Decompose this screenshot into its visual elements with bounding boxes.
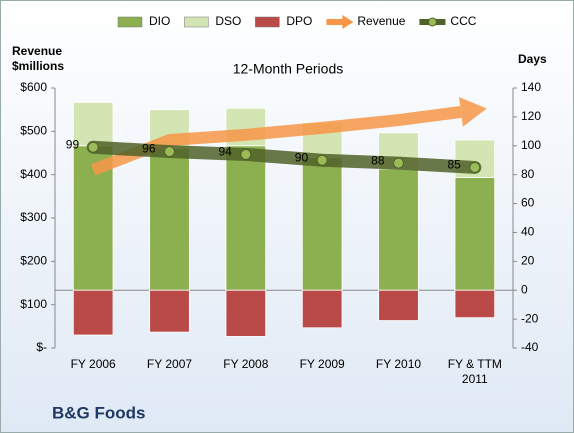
bar	[149, 289, 190, 333]
y2-tick-label: 140	[521, 80, 541, 94]
y-tick-label: $200	[20, 254, 47, 268]
legend-swatch	[255, 16, 280, 28]
x-tick-label: FY 2006	[70, 357, 116, 371]
data-label: 90	[295, 150, 309, 164]
legend-swatch	[342, 15, 354, 29]
ccc-marker	[87, 141, 99, 153]
bar	[72, 102, 114, 147]
bar	[378, 289, 419, 321]
revenue-arrowhead	[459, 97, 487, 127]
bar	[454, 289, 496, 319]
chart-title: 12-Month Periods	[233, 61, 344, 77]
bar	[72, 289, 114, 336]
y-axis-label: $millions	[12, 59, 64, 73]
legend-label: CCC	[450, 14, 476, 28]
ccc-marker	[164, 146, 175, 158]
y2-tick-label: 20	[521, 254, 535, 268]
data-label: 88	[371, 153, 385, 167]
x-tick-label: FY 2010	[375, 357, 422, 371]
x-tick-label: FY 2007	[146, 357, 193, 371]
y-axis-label: Revenue	[12, 44, 62, 58]
x-tick-label: FY 2009	[299, 357, 345, 371]
legend-swatch	[427, 17, 437, 27]
bar	[301, 289, 343, 329]
bar	[225, 289, 267, 337]
bar	[225, 145, 267, 291]
legend-swatch	[117, 16, 143, 28]
y-tick-label: $-	[36, 340, 47, 354]
y-tick-label: $100	[20, 297, 47, 311]
y2-tick-label: 80	[521, 167, 535, 181]
ccc-marker	[240, 148, 252, 160]
legend-label: DSO	[215, 14, 241, 28]
y-tick-label: $600	[20, 80, 47, 94]
data-label: 96	[142, 142, 156, 156]
ccc-marker	[316, 154, 328, 166]
y2-tick-label: 60	[521, 196, 535, 210]
legend-label: Revenue	[357, 14, 405, 28]
x-tick-label: FY & TTM 2011	[447, 357, 502, 386]
y-tick-label: $300	[20, 210, 47, 224]
y-tick-label: $400	[20, 167, 47, 181]
footer: B&G Foods	[52, 403, 146, 422]
ccc-marker	[393, 157, 404, 169]
y2-tick-label: 0	[521, 282, 528, 296]
y2-tick-label: -40	[521, 340, 539, 354]
ccc-line	[86, 140, 482, 174]
legend-swatch	[184, 16, 209, 28]
ccc-marker	[469, 161, 481, 173]
y-tick-label: $500	[20, 124, 47, 138]
legend-label: DIO	[149, 14, 170, 28]
bar	[301, 156, 343, 291]
data-label: 99	[66, 137, 80, 151]
y2-axis-label: Days	[518, 52, 547, 66]
y2-tick-label: 40	[521, 225, 535, 239]
y2-tick-label: -20	[521, 311, 539, 325]
x-tick-label: FY 2008	[223, 357, 269, 371]
data-label: 94	[218, 145, 232, 159]
y2-tick-label: 120	[521, 109, 541, 123]
legend-label: DPO	[286, 14, 312, 28]
data-label: 85	[447, 158, 461, 172]
bar	[149, 148, 190, 291]
bar	[454, 177, 496, 291]
bar	[378, 168, 419, 291]
y2-tick-label: 100	[521, 138, 541, 152]
